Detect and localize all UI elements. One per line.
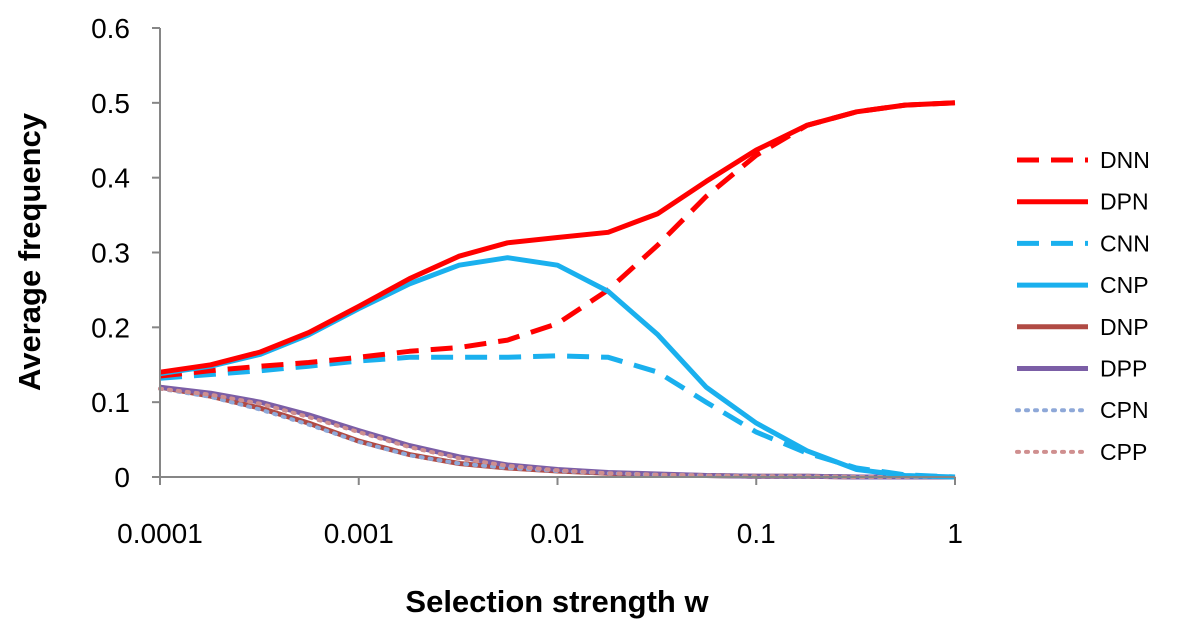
x-tick-label: 0.1 — [737, 518, 776, 549]
y-axis-title: Average frequency — [12, 112, 47, 391]
x-tick-label: 0.0001 — [117, 518, 203, 549]
legend-label-cnn: CNN — [1100, 230, 1150, 256]
x-tick-label: 1 — [947, 518, 963, 549]
y-tick-label: 0.5 — [91, 88, 130, 119]
legend-label-cnp: CNP — [1100, 272, 1149, 298]
y-tick-label: 0.3 — [91, 238, 130, 269]
x-tick-label: 0.001 — [324, 518, 394, 549]
y-tick-label: 0.6 — [91, 13, 130, 44]
x-tick-label: 0.01 — [530, 518, 585, 549]
x-axis-title: Selection strength w — [405, 584, 709, 619]
axes-layer: 0 0.1 0.2 0.3 0.4 0.5 0.6 0.0001 0.001 0.01 0.1 1 — [91, 13, 963, 549]
series-layer — [158, 100, 957, 480]
legend-label-dnn: DNN — [1100, 147, 1150, 173]
legend-label-cpp: CPP — [1100, 439, 1147, 465]
legend: DNN DPN CNN CNP DNP DPP CPN CPP — [1015, 147, 1150, 465]
y-tick-label: 0.4 — [91, 163, 130, 194]
y-tick-label: 0.2 — [91, 312, 130, 343]
y-tick-label: 0.1 — [91, 387, 130, 418]
legend-label-cpn: CPN — [1100, 397, 1149, 423]
series-line-dpn — [159, 100, 956, 375]
legend-label-dpp: DPP — [1100, 356, 1147, 382]
legend-label-dnp: DNP — [1100, 314, 1149, 340]
legend-label-dpn: DPN — [1100, 189, 1149, 215]
y-tick-label: 0 — [114, 462, 130, 493]
